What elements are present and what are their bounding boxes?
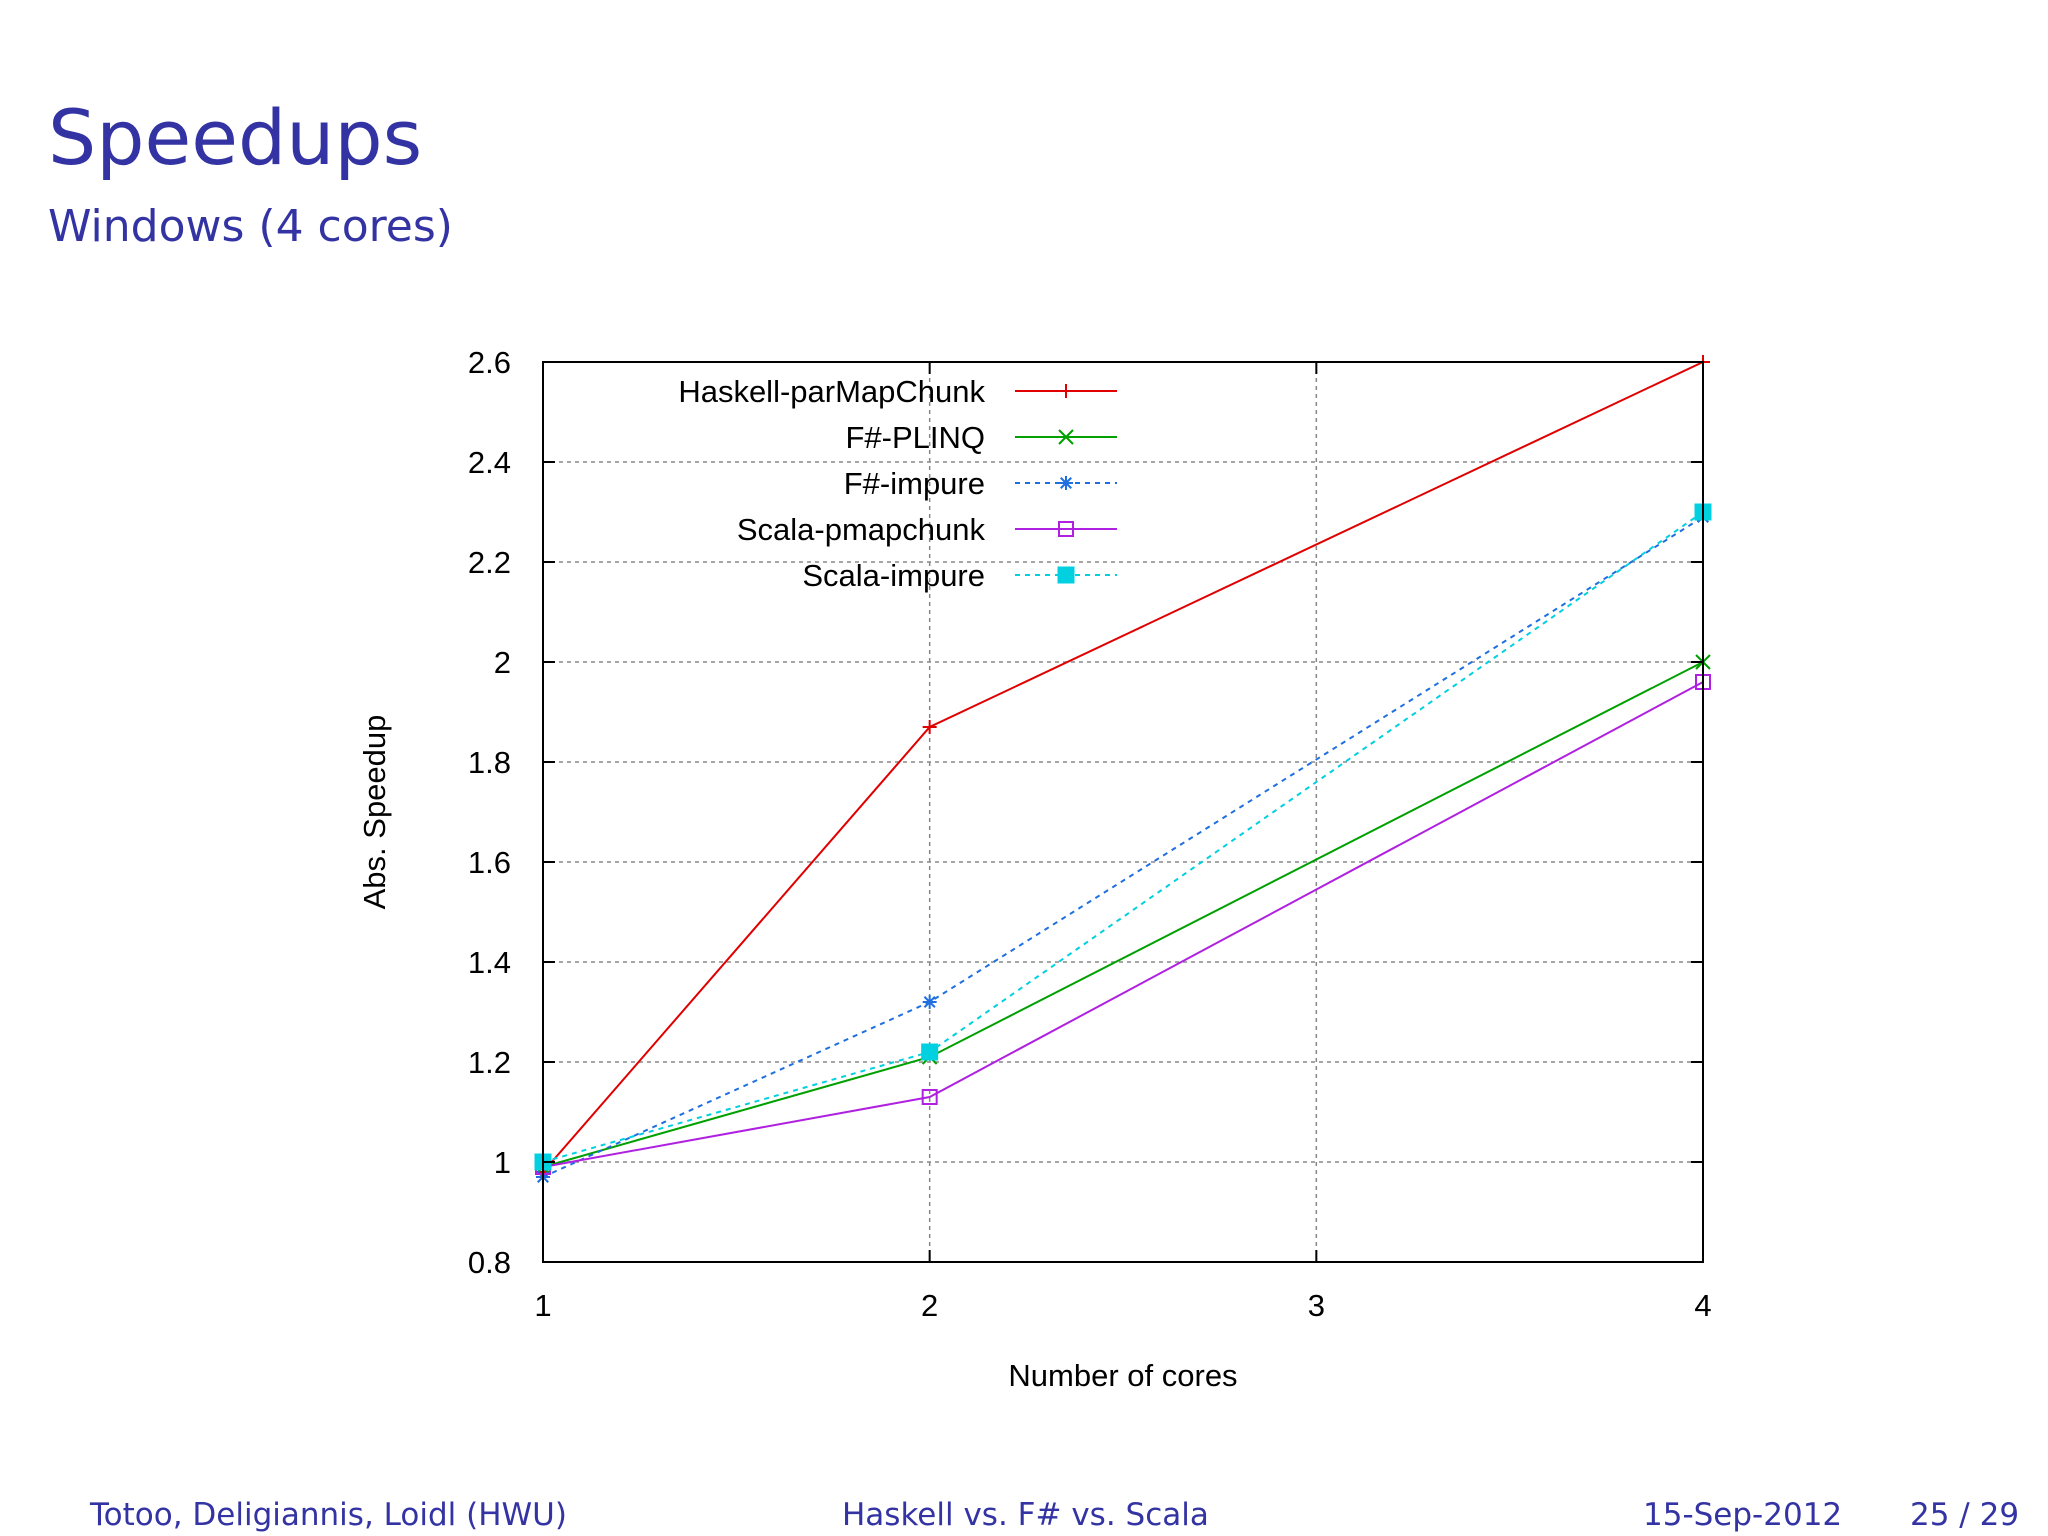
data-point bbox=[921, 1089, 938, 1105]
y-tick-label: 0.8 bbox=[468, 1245, 511, 1280]
x-tick-label: 1 bbox=[534, 1288, 551, 1323]
x-tick-label: 2 bbox=[921, 1288, 938, 1323]
legend-marker bbox=[1059, 476, 1073, 490]
footer-date: 15-Sep-2012 bbox=[1643, 1497, 1843, 1533]
series-line bbox=[542, 516, 1704, 1178]
legend-label: Haskell-parMapChunk bbox=[678, 374, 985, 409]
legend-label: Scala-pmapchunk bbox=[737, 512, 986, 547]
series-line bbox=[542, 511, 1704, 1163]
legend-item: F#-PLINQ bbox=[845, 420, 1117, 455]
series-lines bbox=[542, 361, 1704, 1178]
x-axis-label: Number of cores bbox=[1008, 1358, 1237, 1393]
legend-marker bbox=[1057, 566, 1075, 584]
y-tick-label: 1.8 bbox=[468, 745, 511, 780]
speedup-line-chart: 0.8 1 1.2 1.4 1.6 1.8 2 2.2 2.4 2.6 1 2 3 4 Haskell-p… bbox=[357, 345, 1712, 1393]
legend-item: Scala-pmapchunk bbox=[737, 512, 1117, 547]
x-tick-label: 4 bbox=[1694, 1288, 1711, 1323]
legend-marker bbox=[1058, 429, 1074, 445]
y-tick-label: 1.2 bbox=[468, 1045, 511, 1080]
axis-ticks: 0.8 1 1.2 1.4 1.6 1.8 2 2.2 2.4 2.6 1 2 3 4 bbox=[468, 345, 1712, 1323]
plot-frame bbox=[542, 361, 1704, 1263]
series-line bbox=[542, 661, 1704, 1168]
legend-label: Scala-impure bbox=[802, 558, 985, 593]
slide-subtitle: Windows (4 cores) bbox=[48, 201, 453, 252]
y-tick-label: 1 bbox=[494, 1145, 511, 1180]
legend-marker bbox=[1059, 384, 1073, 398]
data-point bbox=[921, 1043, 939, 1061]
x-tick-label: 3 bbox=[1308, 1288, 1325, 1323]
footer-page-number: 25 / 29 bbox=[1910, 1497, 2020, 1533]
series-line bbox=[542, 681, 1704, 1168]
y-tick-label: 1.6 bbox=[468, 845, 511, 880]
y-tick-label: 1.4 bbox=[468, 945, 511, 980]
y-tick-label: 2 bbox=[494, 645, 511, 680]
y-tick-label: 2.4 bbox=[468, 445, 511, 480]
legend-label: F#-PLINQ bbox=[845, 420, 985, 455]
data-point bbox=[922, 720, 937, 734]
legend-item: Haskell-parMapChunk bbox=[678, 374, 1117, 409]
data-point bbox=[922, 995, 937, 1009]
legend-marker bbox=[1058, 521, 1074, 537]
y-tick-label: 2.6 bbox=[468, 345, 511, 380]
footer-talk-title: Haskell vs. F# vs. Scala bbox=[842, 1497, 1209, 1533]
slide-title: Speedups bbox=[48, 93, 423, 182]
footer-authors: Totoo, Deligiannis, Loidl (HWU) bbox=[90, 1497, 567, 1533]
grid-lines bbox=[543, 362, 1703, 1262]
y-tick-label: 2.2 bbox=[468, 545, 511, 580]
series-line bbox=[542, 361, 1704, 1173]
legend: Haskell-parMapChunk F#-PLINQ F#-impure Scal… bbox=[678, 374, 1117, 593]
legend-item: Scala-impure bbox=[802, 558, 1117, 593]
y-axis-label: Abs. Speedup bbox=[357, 715, 392, 910]
data-points bbox=[534, 355, 1712, 1184]
legend-label: F#-impure bbox=[844, 466, 985, 501]
legend-item: F#-impure bbox=[844, 466, 1117, 501]
